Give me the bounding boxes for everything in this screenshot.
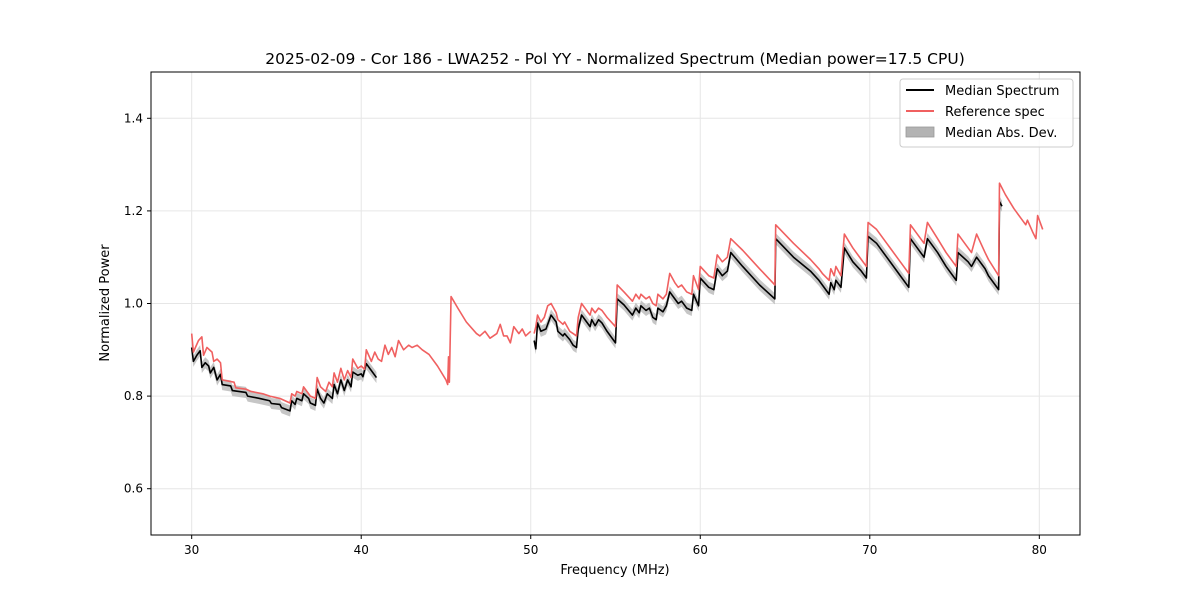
x-tick-label: 70 bbox=[862, 543, 877, 557]
legend-label-mad: Median Abs. Dev. bbox=[945, 126, 1057, 141]
legend-swatch-mad bbox=[905, 126, 935, 138]
x-axis-label: Frequency (MHz) bbox=[560, 563, 669, 578]
y-tick-label: 1.2 bbox=[124, 204, 143, 218]
y-tick-label: 1.4 bbox=[124, 111, 143, 125]
x-tick-label: 30 bbox=[184, 543, 199, 557]
y-tick-label: 0.6 bbox=[124, 482, 143, 496]
grid-lines bbox=[151, 72, 1080, 535]
x-tick-label: 80 bbox=[1032, 543, 1047, 557]
y-tick-label: 1.0 bbox=[124, 297, 143, 311]
legend-box bbox=[899, 78, 1074, 148]
x-tick-label: 60 bbox=[693, 543, 708, 557]
mad-band bbox=[191, 341, 377, 417]
y-axis-ticks: 0.6 0.8 1.0 1.2 1.4 bbox=[124, 111, 151, 496]
x-axis-ticks: 30 40 50 60 70 80 bbox=[184, 535, 1047, 557]
legend: Median Spectrum Reference spec Median Ab… bbox=[899, 78, 1074, 148]
x-tick-label: 50 bbox=[523, 543, 538, 557]
chart-title: 2025-02-09 - Cor 186 - LWA252 - Pol YY -… bbox=[265, 50, 965, 68]
y-tick-label: 0.8 bbox=[124, 389, 143, 403]
mad-band-layer bbox=[191, 196, 1003, 417]
legend-label-reference: Reference spec bbox=[945, 105, 1045, 120]
series-layer bbox=[190, 182, 1044, 412]
median-spectrum-line bbox=[190, 347, 378, 412]
y-axis-label: Normalized Power bbox=[98, 244, 113, 362]
mad-band bbox=[534, 196, 1003, 355]
median-spectrum-line bbox=[533, 200, 1003, 350]
x-tick-label: 40 bbox=[354, 543, 369, 557]
legend-label-median: Median Spectrum bbox=[945, 84, 1059, 99]
reference-spec-line bbox=[190, 295, 532, 404]
reference-spec-line bbox=[533, 182, 1044, 337]
